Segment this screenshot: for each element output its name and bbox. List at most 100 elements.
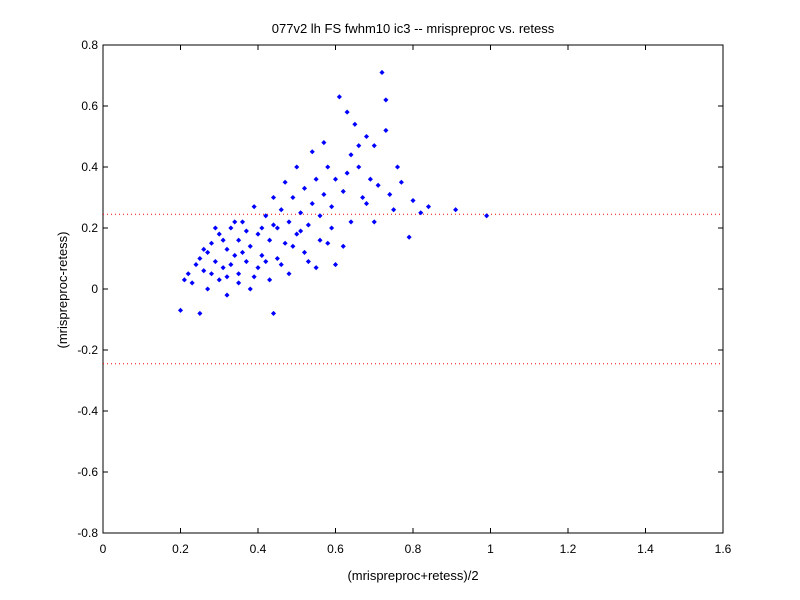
data-point [418,210,424,216]
data-point [356,143,362,149]
y-axis-ticks: -0.8 -0.6 -0.4 -0.2 0 0.2 0.4 0.6 0.8 [77,38,723,540]
y-tick-label: 0.8 [81,38,98,52]
x-tick-label: 0.8 [405,542,422,556]
data-point [251,274,257,280]
data-point [321,140,327,146]
y-tick-label: -0.8 [77,526,98,540]
data-point [247,286,253,292]
data-point [282,240,288,246]
data-point [228,225,234,231]
data-point [301,185,308,191]
y-tick-label: -0.6 [77,465,98,479]
data-point [294,164,300,170]
data-point [301,249,308,255]
data-point [317,237,323,243]
x-tick-label: 0.6 [327,542,344,556]
data-point [251,204,257,210]
y-tick-label: 0.2 [81,221,98,235]
data-point [205,286,211,292]
data-point [255,265,261,271]
data-point [305,259,311,265]
data-point [453,207,459,213]
data-point [259,252,265,258]
data-point [383,127,389,133]
data-point [317,213,323,219]
data-point [356,164,362,170]
data-point [367,176,373,182]
data-point [332,176,339,182]
x-tick-label: 0.2 [172,542,189,556]
data-point [228,262,234,268]
data-point [232,252,238,258]
data-point [309,149,315,155]
data-point [177,307,184,313]
data-point [216,277,222,283]
data-point [197,255,203,262]
x-tick-label: 1.4 [637,542,654,556]
data-point [232,219,238,225]
data-point [286,219,292,225]
data-point [270,194,277,201]
y-tick-label: 0 [91,282,98,296]
data-point [325,240,331,246]
data-point [294,231,300,237]
data-point [313,265,319,271]
x-tick-label: 1 [487,542,494,556]
data-point [325,164,331,170]
data-point [201,246,207,252]
data-point [313,176,319,182]
data-point [274,255,280,262]
data-point [340,188,346,194]
data-point [263,213,269,219]
y-tick-label: -0.2 [77,343,98,357]
data-point [290,243,296,249]
data-point [278,207,284,213]
data-point [220,265,226,271]
data-point [274,225,280,231]
x-tick-label: 0.4 [250,542,267,556]
data-point [379,69,385,75]
data-point [216,231,222,237]
x-tick-label: 1.6 [715,542,732,556]
data-point [224,246,230,252]
data-point [360,194,366,201]
data-point [205,249,211,255]
x-tick-label: 0 [100,542,107,556]
data-point [259,225,265,231]
data-point [263,259,269,265]
data-point [348,219,354,225]
data-point [344,109,350,115]
data-point [305,222,311,228]
data-point [363,201,370,207]
data-point [298,210,304,216]
plot-frame [102,44,724,534]
plot-border [102,44,724,534]
data-point [267,277,273,283]
data-point [425,204,432,210]
data-point [270,310,277,316]
data-point [212,225,218,231]
data-point [201,268,207,274]
data-point [267,237,273,243]
data-point [394,164,401,170]
data-point [239,219,246,225]
data-point [352,121,358,127]
data-point [243,259,249,265]
data-point [185,271,191,277]
reference-lines [103,213,723,365]
data-point [344,170,350,176]
data-point [398,179,404,185]
data-point [383,97,389,103]
y-tick-label: 0.4 [81,160,98,174]
data-point [363,133,370,140]
data-point [286,271,292,277]
data-point [208,271,215,277]
data-point [224,292,230,298]
data-point [371,143,377,149]
data-point [236,237,242,243]
data-point [329,225,335,231]
data-point [387,191,393,197]
data-points [177,69,490,316]
data-point [290,194,296,201]
